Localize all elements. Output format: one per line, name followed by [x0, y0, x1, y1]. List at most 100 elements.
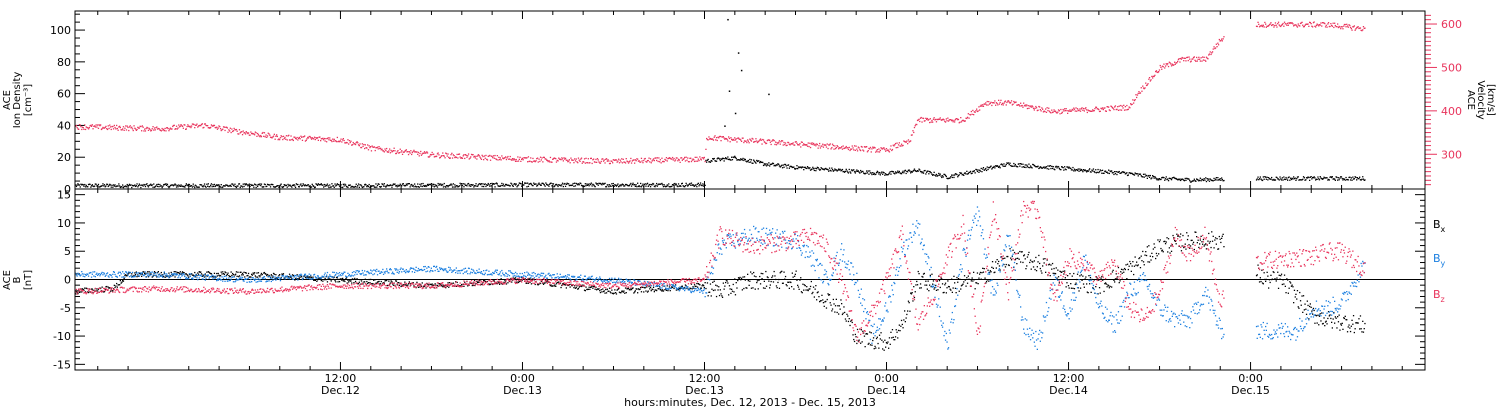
data-point: [456, 281, 458, 284]
data-point: [428, 284, 430, 286]
data-point: [906, 170, 908, 172]
data-point: [867, 343, 869, 345]
data-point: [521, 157, 523, 159]
data-point: [95, 183, 97, 185]
data-point: [564, 182, 566, 185]
data-point: [596, 161, 598, 163]
data-point: [339, 140, 341, 142]
data-point: [634, 290, 636, 292]
data-point: [992, 102, 994, 104]
data-point: [1049, 275, 1051, 277]
data-point: [130, 184, 132, 186]
data-point: [133, 185, 135, 187]
data-point: [911, 134, 913, 136]
data-point: [883, 147, 885, 149]
data-point: [142, 126, 144, 128]
data-point: [838, 305, 840, 307]
data-point: [1084, 108, 1086, 110]
data-point: [276, 185, 278, 187]
data-point: [1269, 178, 1271, 180]
data-point: [1074, 110, 1076, 112]
data-point: [75, 125, 77, 127]
data-point: [750, 139, 752, 141]
data-point: [616, 161, 618, 163]
data-point: [131, 128, 134, 130]
data-point: [1215, 43, 1217, 45]
data-point: [1026, 164, 1028, 166]
data-point: [1151, 252, 1153, 254]
data-point: [134, 185, 137, 188]
data-point: [232, 184, 235, 186]
data-point: [707, 295, 709, 297]
data-point: [855, 145, 857, 147]
data-point: [593, 285, 595, 288]
data-point: [1135, 264, 1137, 266]
data-point: [977, 283, 979, 285]
data-point: [1330, 23, 1332, 25]
data-point: [1099, 110, 1101, 112]
data-point: [231, 274, 233, 277]
data-point: [863, 146, 866, 148]
data-point: [949, 288, 951, 290]
data-point: [262, 186, 264, 188]
data-point: [1259, 25, 1261, 27]
data-point: [1155, 178, 1158, 180]
data-point: [557, 185, 559, 188]
data-point: [323, 137, 326, 140]
data-point: [798, 288, 800, 290]
data-point: [713, 136, 715, 138]
data-point: [1171, 177, 1173, 179]
data-point: [1073, 288, 1076, 290]
data-point: [722, 157, 724, 160]
data-point: [844, 171, 846, 173]
data-point: [246, 183, 248, 186]
data-point: [1042, 265, 1044, 267]
data-point: [536, 184, 539, 187]
data-point: [219, 126, 221, 128]
data-point: [92, 292, 94, 294]
data-point: [441, 183, 443, 185]
data-point: [500, 278, 502, 280]
data-point: [781, 140, 784, 142]
data-point: [938, 118, 941, 120]
data-point: [1199, 239, 1201, 241]
data-point: [1184, 57, 1186, 59]
data-point: [897, 170, 899, 172]
data-point: [116, 185, 118, 187]
data-point: [475, 155, 477, 157]
data-point: [100, 185, 103, 187]
data-point: [1046, 107, 1048, 109]
data-point: [1058, 282, 1060, 284]
data-point: [580, 182, 582, 185]
data-point: [1126, 263, 1129, 265]
data-point: [827, 169, 829, 171]
data-point: [640, 186, 643, 188]
data-point: [720, 158, 722, 160]
data-point: [976, 170, 979, 173]
data-point: [702, 183, 704, 185]
data-point: [858, 339, 860, 341]
data-point: [625, 183, 627, 186]
data-point: [1329, 176, 1331, 178]
data-point: [945, 118, 947, 120]
data-point: [225, 126, 228, 128]
data-point: [181, 185, 183, 187]
data-point: [984, 103, 986, 105]
data-point: [176, 128, 178, 130]
data-point: [863, 332, 865, 334]
data-point: [932, 280, 935, 282]
data-point: [984, 168, 986, 171]
data-point: [1208, 232, 1210, 235]
data-point: [552, 158, 554, 160]
data-point: [373, 146, 376, 148]
data-point: [1009, 102, 1011, 104]
data-point: [351, 144, 353, 146]
data-point: [128, 183, 131, 185]
data-point: [756, 141, 759, 144]
data-point: [756, 280, 759, 282]
data-point: [593, 185, 596, 187]
data-point: [511, 158, 514, 160]
data-point: [631, 287, 633, 289]
data-point: [1281, 177, 1283, 179]
data-point: [775, 144, 778, 146]
